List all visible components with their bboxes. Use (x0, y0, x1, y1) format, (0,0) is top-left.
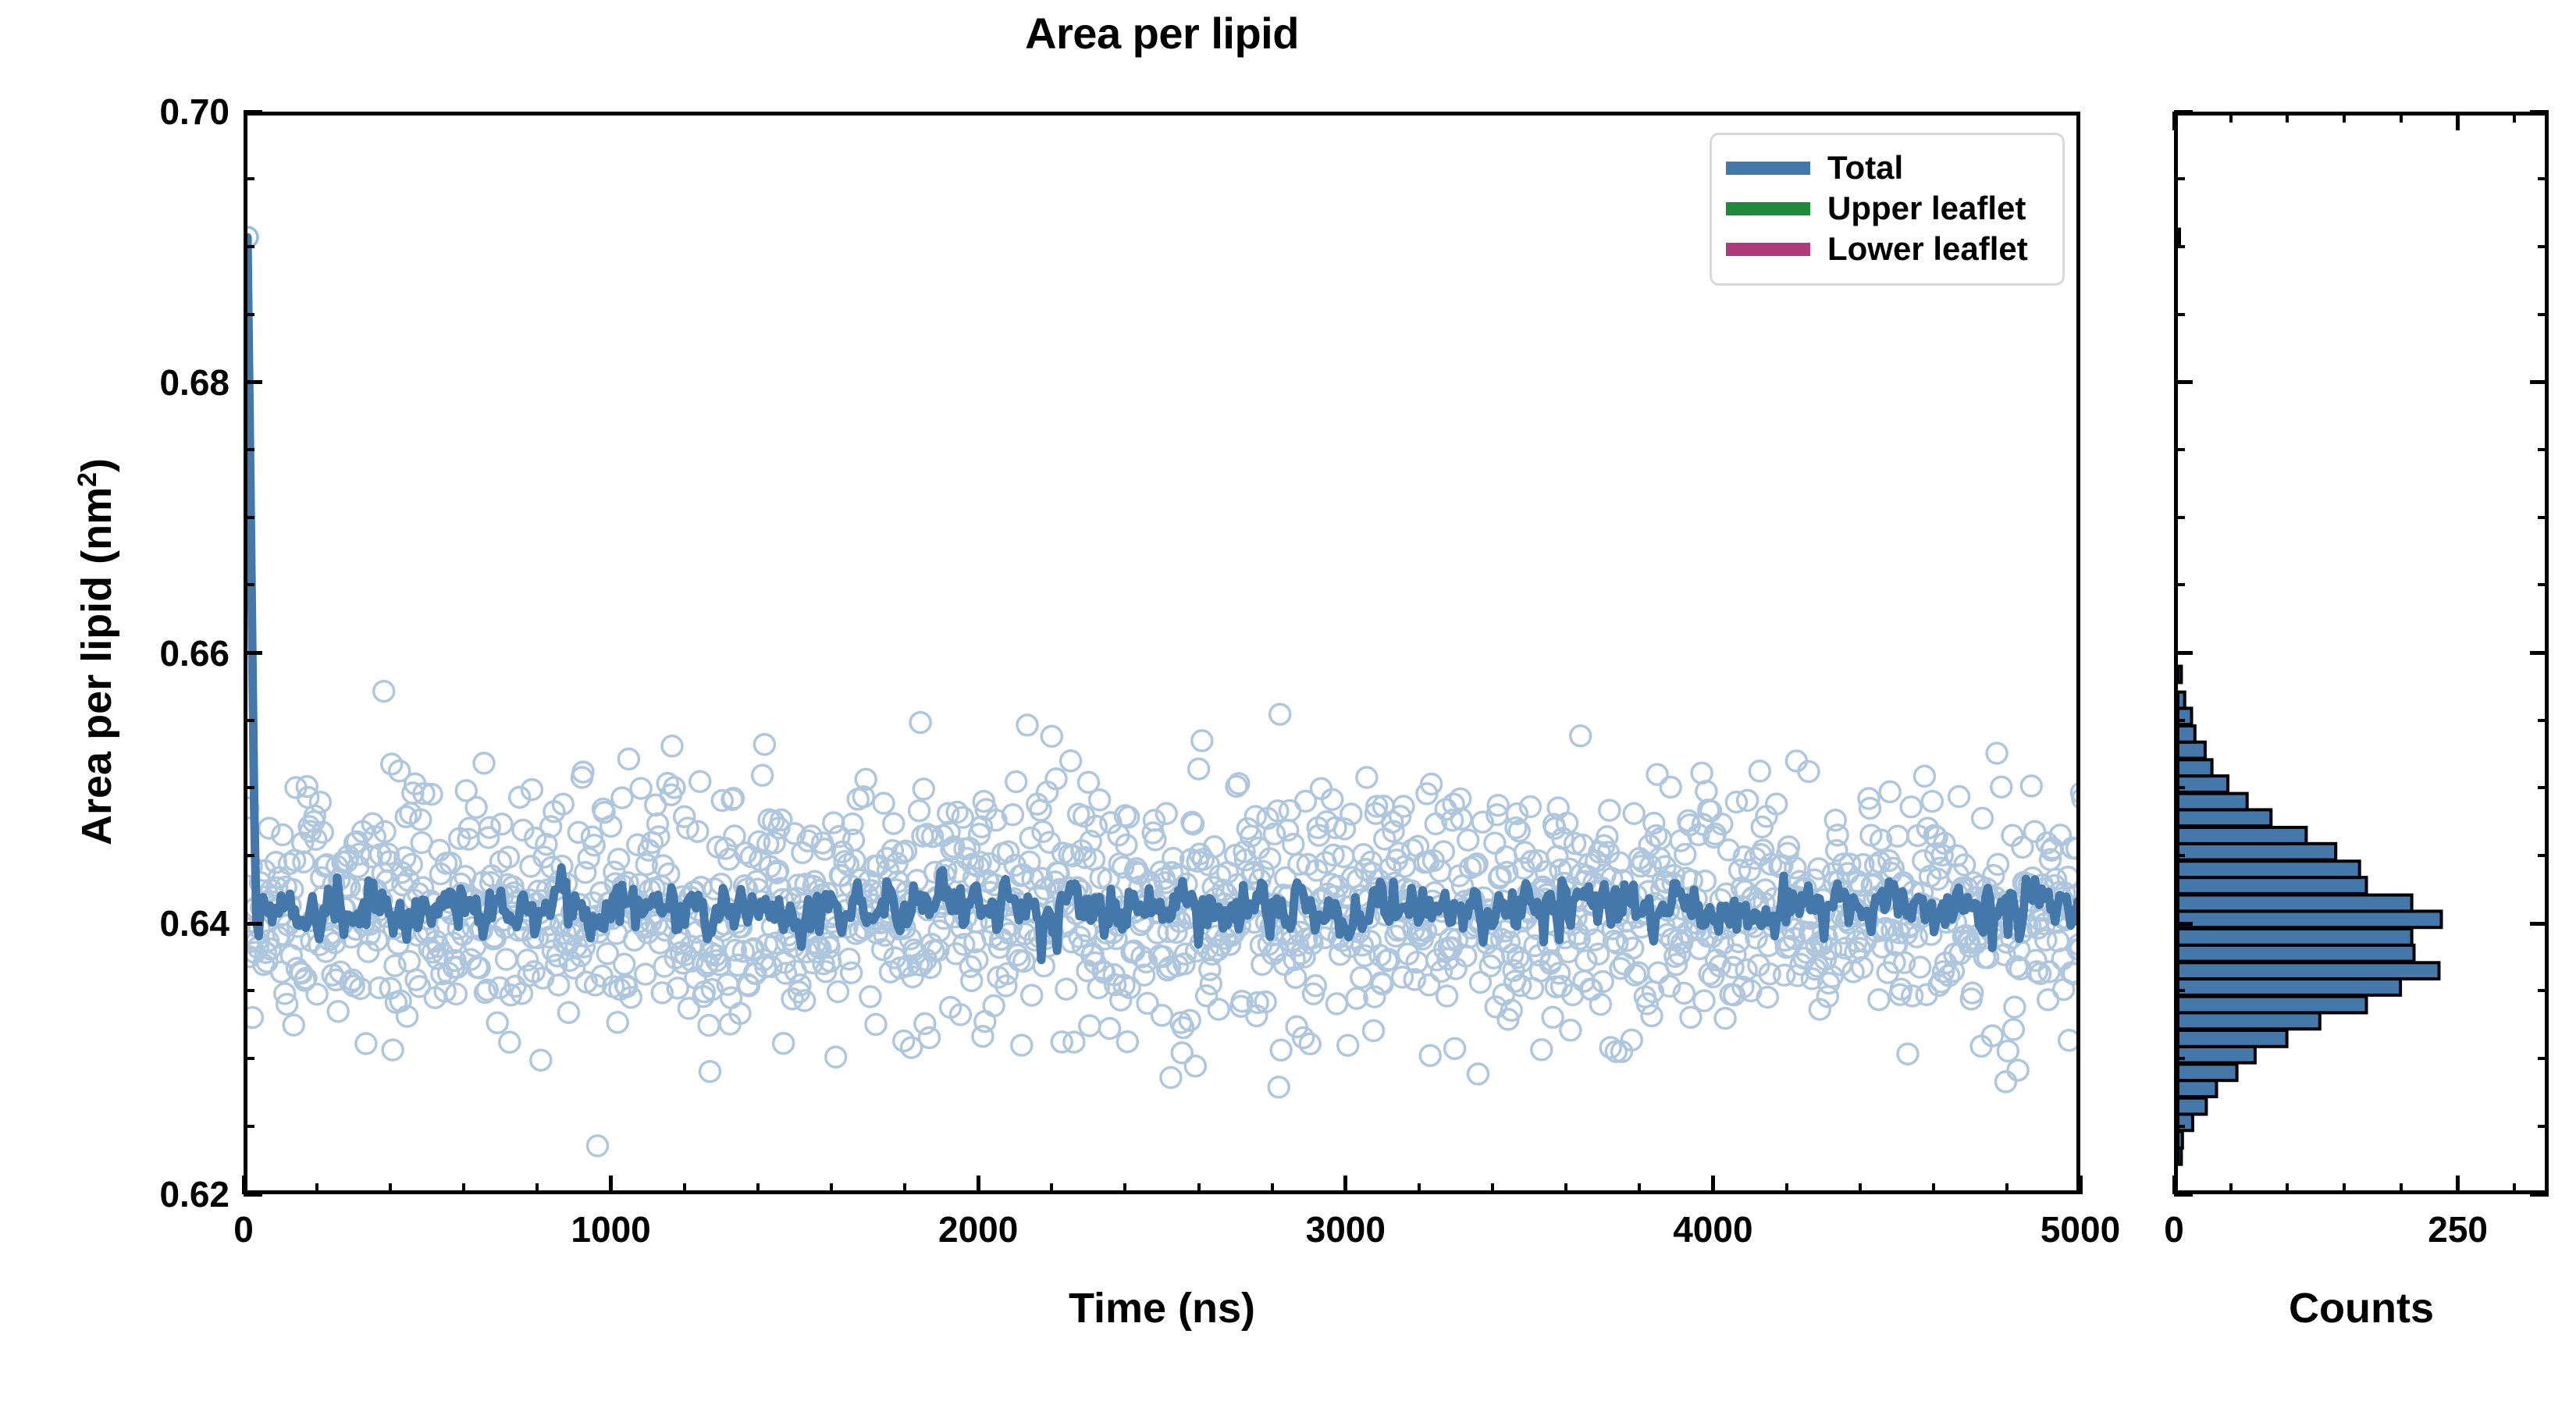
hist-x-tick-label: 250 (2428, 1209, 2488, 1250)
y-tick-label: 0.68 (159, 361, 229, 403)
scatter-outlier-point (247, 226, 259, 249)
histogram-bar (2178, 961, 2441, 981)
page-title: Area per lipid (1025, 9, 1299, 58)
x-tick-label: 2000 (938, 1209, 1019, 1250)
histogram-bar (2178, 740, 2207, 760)
main-x-axis-label: Time (ns) (1068, 1285, 1256, 1332)
legend-color-swatch (1726, 242, 1810, 256)
histogram-bar (2178, 664, 2183, 685)
x-tick-label: 5000 (2040, 1209, 2121, 1250)
x-tick-label: 4000 (1673, 1209, 1753, 1250)
histogram-bar (2178, 943, 2416, 963)
histogram-bar (2178, 1044, 2257, 1065)
y-axis-label-exponent: 2 (73, 471, 102, 487)
histogram-bar (2178, 690, 2186, 710)
legend-item-label: Lower leaflet (1827, 230, 2028, 267)
histogram-x-axis-label: Counts (2289, 1285, 2434, 1332)
histogram-bar (2178, 724, 2197, 744)
legend[interactable]: Total Upper leaflet Lower leaflet (1710, 133, 2065, 286)
histogram-bar (2178, 876, 2368, 895)
y-tick-label: 0.62 (159, 1174, 229, 1215)
histogram-bar (2178, 1079, 2218, 1098)
histogram-bar (2178, 826, 2308, 845)
running-average-line-total (247, 233, 2076, 965)
x-tick-label: 0 (233, 1209, 254, 1250)
histogram-bar (2178, 1096, 2208, 1116)
main-plot-axes (244, 112, 2080, 1194)
histogram-bar (2178, 909, 2443, 930)
legend-item-lower-leaflet[interactable]: Lower leaflet (1726, 229, 2048, 269)
histogram-bar (2178, 1112, 2194, 1133)
histogram-bar (2178, 1146, 2183, 1166)
histogram-bar (2178, 774, 2229, 794)
histogram-axes (2174, 112, 2549, 1194)
legend-item-upper-leaflet[interactable]: Upper leaflet (1726, 188, 2048, 229)
x-tick-label: 3000 (1305, 1209, 1386, 1250)
main-y-axis-label: Area per lipid (nm2) (56, 109, 120, 1194)
histogram-bar (2178, 1130, 2184, 1150)
histogram-bar (2178, 994, 2368, 1015)
histogram-bar (2178, 859, 2361, 880)
histogram-bar (2178, 227, 2181, 247)
x-tick-label: 1000 (571, 1209, 651, 1250)
histogram-bar (2178, 927, 2414, 947)
legend-item-label: Total (1827, 149, 1904, 186)
y-axis-label-text: Area per lipid (nm (73, 486, 120, 845)
legend-item-label: Upper leaflet (1827, 190, 2026, 226)
histogram-bar (2178, 706, 2194, 727)
histogram-bar (2178, 893, 2414, 913)
histogram-bar (2178, 758, 2214, 778)
hist-x-tick-label: 0 (2164, 1209, 2184, 1250)
histogram-bar (2178, 1011, 2322, 1031)
histogram-canvas (2178, 227, 2443, 1166)
histogram-bar (2178, 977, 2403, 997)
histogram-bar (2178, 1029, 2289, 1048)
y-tick-label: 0.64 (159, 903, 229, 944)
histogram-bar (2178, 1062, 2239, 1083)
y-axis-label-tail: ) (73, 458, 120, 472)
legend-item-total[interactable]: Total (1726, 148, 2048, 188)
legend-color-swatch (1726, 161, 1810, 175)
y-tick-label: 0.70 (159, 91, 229, 132)
histogram-bar (2178, 791, 2249, 812)
histogram-bar (2178, 841, 2338, 862)
y-tick-label: 0.66 (159, 632, 229, 674)
main-plot-canvas (247, 226, 2076, 1158)
legend-color-swatch (1726, 201, 1810, 215)
histogram-bar (2178, 808, 2273, 828)
